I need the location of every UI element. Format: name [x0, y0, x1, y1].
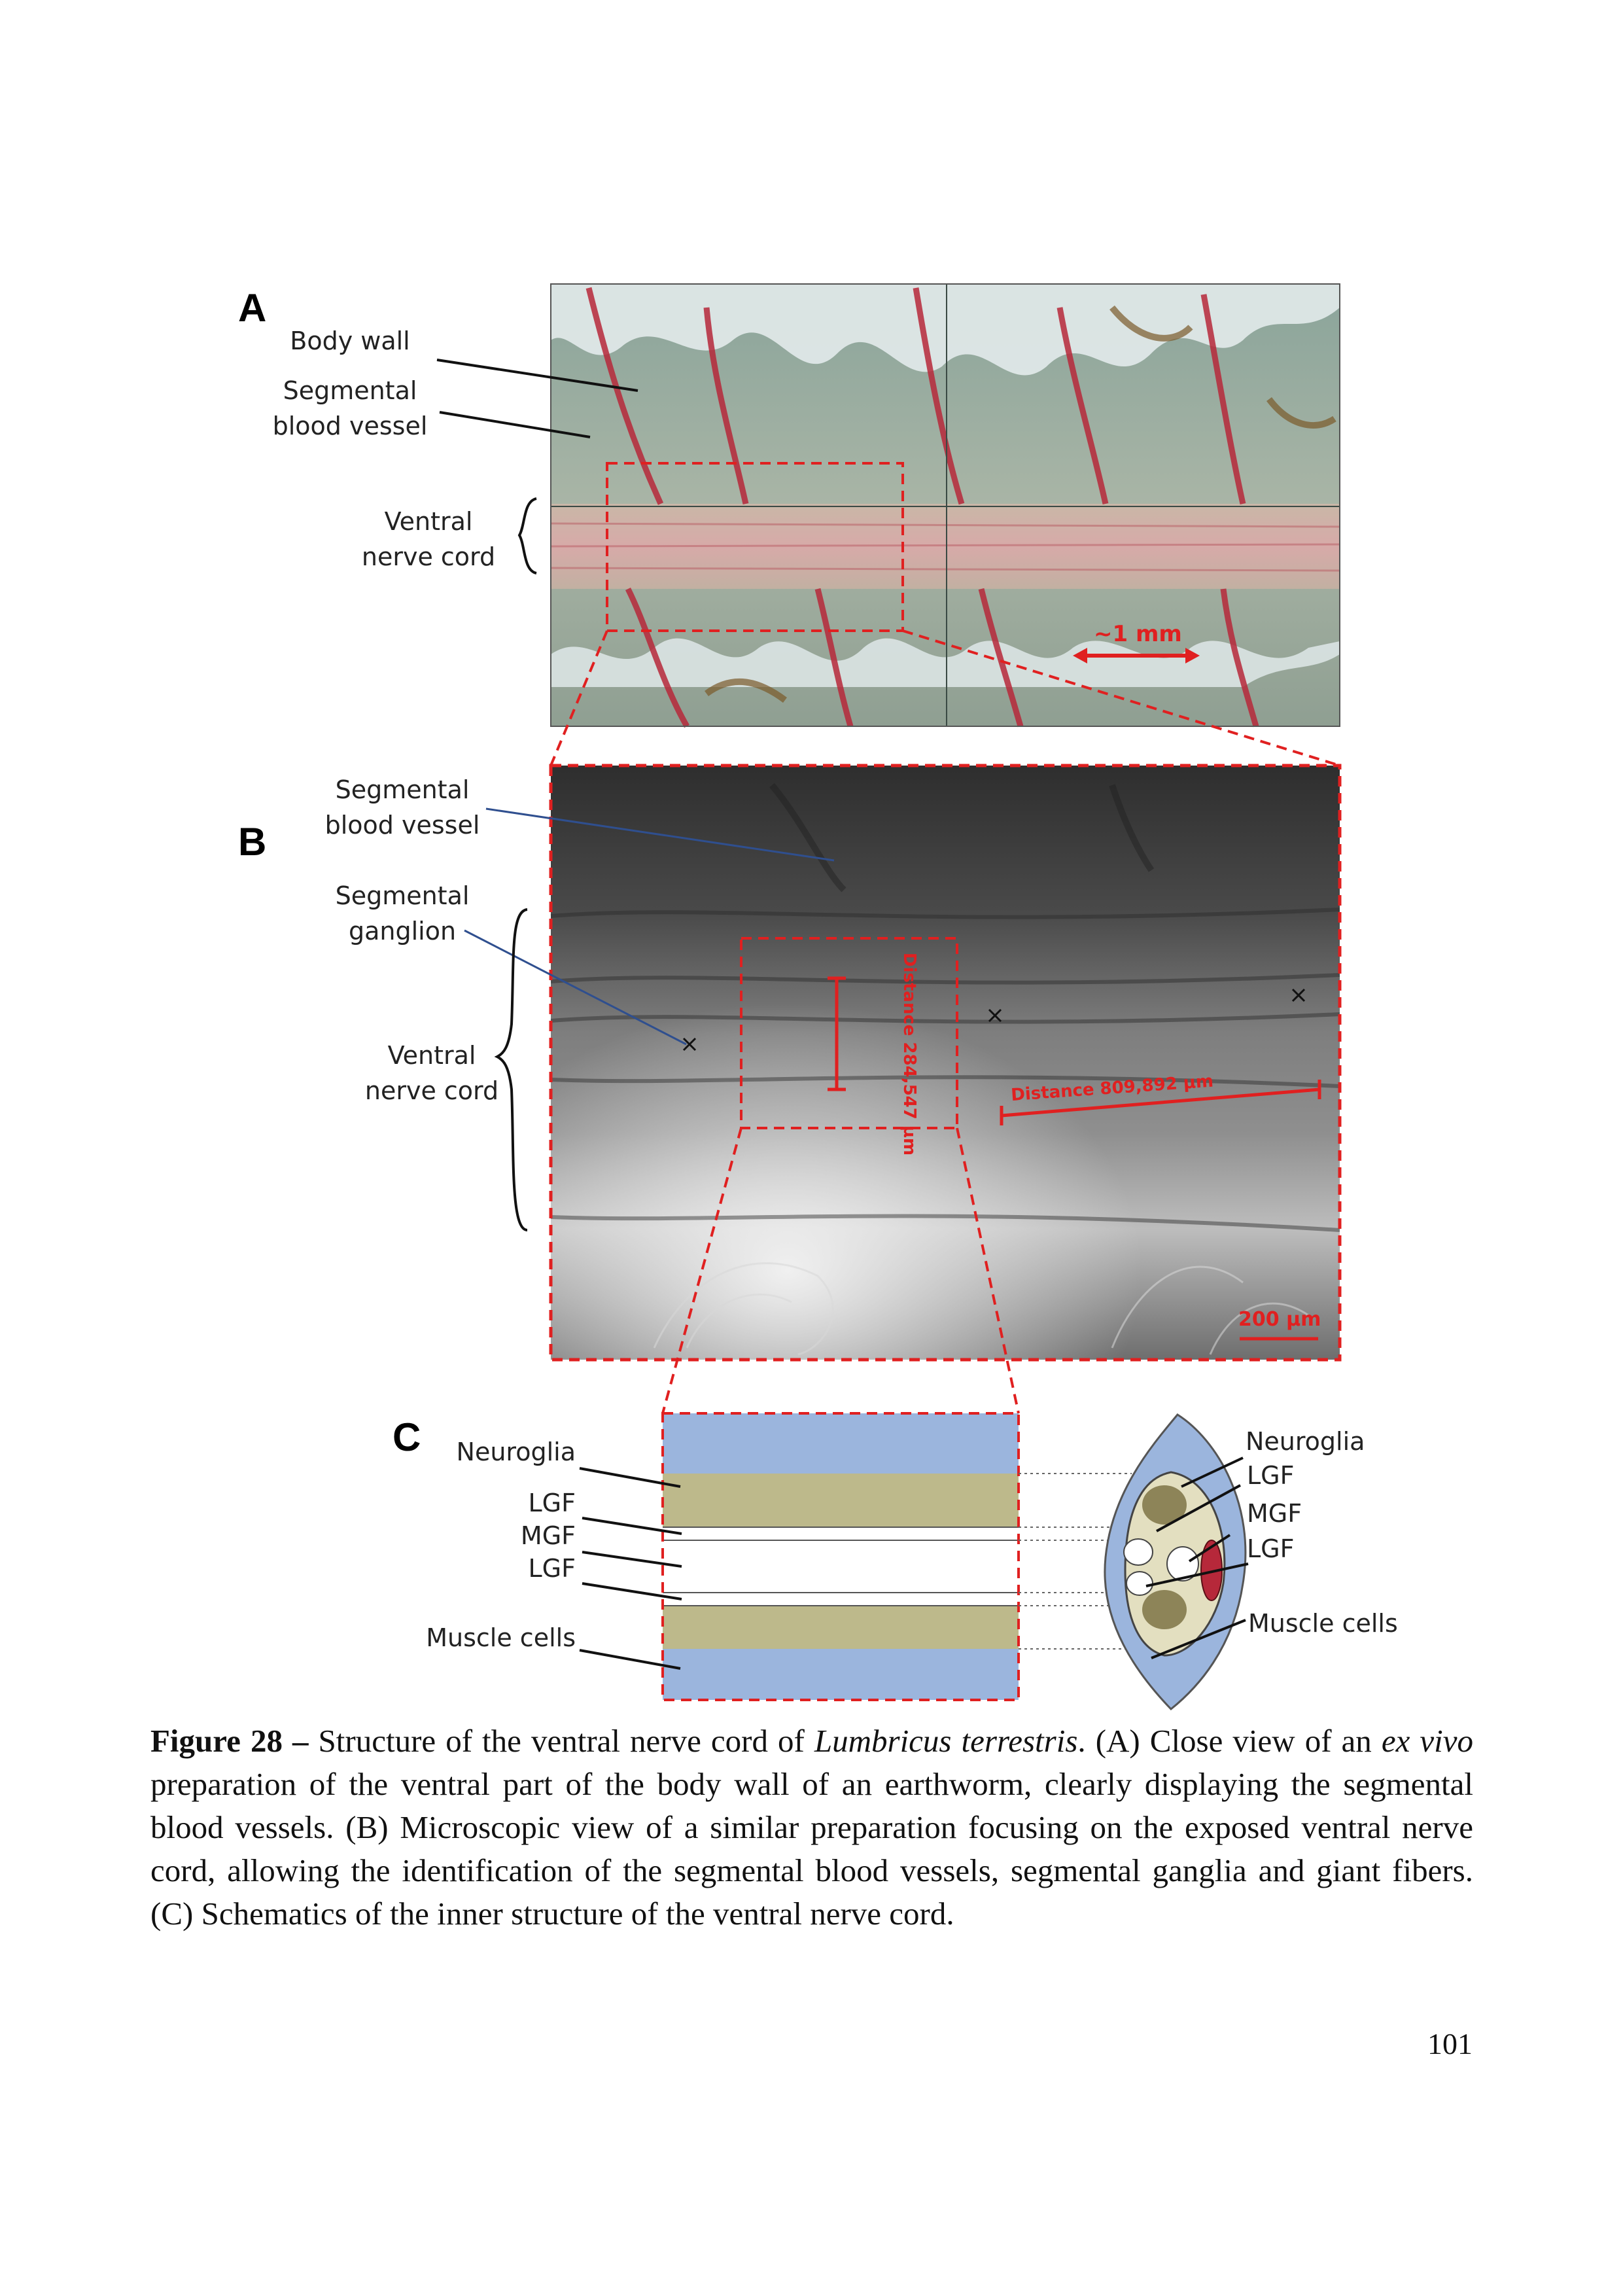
zoom-connector-a-b — [550, 629, 1340, 767]
panel-letter-b: B — [238, 820, 267, 864]
panel-c-longitudinal — [661, 1412, 1020, 1701]
label-distance-vertical: Distance 284,547 µm — [899, 952, 919, 1156]
label-seg-vessel-b-2: blood vessel — [324, 811, 480, 839]
figure-caption: Figure 28 – Structure of the ventral ner… — [150, 1720, 1473, 1935]
label-ganglion-1: Segmental — [335, 881, 470, 910]
figure-label: Figure 28 — [150, 1723, 283, 1759]
measure-vertical — [828, 976, 846, 1091]
vnc-brace-b — [494, 908, 528, 1231]
label-c-right-lgf-2: LGF — [1247, 1534, 1295, 1563]
panel-letter-c: C — [393, 1415, 421, 1459]
label-c-right-mgf: MGF — [1247, 1499, 1302, 1528]
panel-c-cross-section — [1104, 1413, 1247, 1711]
ganglion-markers — [682, 988, 1306, 1051]
caption-species: Lumbricus terrestris — [814, 1723, 1078, 1759]
panel-a-photo — [550, 283, 1340, 728]
label-scale-a: ~1 mm — [1094, 621, 1182, 647]
label-c-right-muscle: Muscle cells — [1248, 1609, 1398, 1638]
label-vnc-b-2: nerve cord — [364, 1076, 499, 1105]
label-c-left-muscle: Muscle cells — [426, 1623, 576, 1652]
zoom-connector-b-c — [661, 1127, 1020, 1414]
leader-lines-c — [579, 1457, 1249, 1670]
caption-text-2: . (A) Close view of an — [1077, 1723, 1382, 1759]
label-c-left-lgf-1: LGF — [528, 1489, 576, 1517]
caption-ex-vivo: ex vivo — [1381, 1723, 1474, 1759]
panel-letter-a: A — [238, 286, 267, 330]
label-c-right-neuroglia: Neuroglia — [1246, 1427, 1365, 1456]
label-scale-b: 200 µm — [1238, 1308, 1321, 1331]
label-seg-vessel-b-1: Segmental — [335, 775, 470, 804]
caption-dash: – — [282, 1723, 319, 1759]
label-seg-vessel-a-2: blood vessel — [272, 412, 428, 440]
leader-lines-a — [436, 359, 638, 574]
panel-a-scale-arrow — [1073, 648, 1200, 663]
label-vnc-a-2: nerve cord — [361, 542, 496, 571]
label-ganglion-2: ganglion — [348, 917, 457, 945]
label-vnc-b-1: Ventral — [387, 1041, 476, 1070]
caption-text-1: Structure of the ventral nerve cord of — [318, 1723, 814, 1759]
label-c-left-lgf-2: LGF — [528, 1554, 576, 1583]
page-number: 101 — [1427, 2027, 1473, 2060]
leader-lines-b — [464, 807, 835, 1046]
caption-text-3: preparation of the ventral part of the b… — [150, 1766, 1473, 1932]
label-c-left-neuroglia: Neuroglia — [456, 1438, 576, 1466]
label-seg-vessel-a-1: Segmental — [283, 376, 417, 405]
label-c-left-mgf: MGF — [520, 1521, 576, 1550]
label-c-right-lgf-1: LGF — [1247, 1461, 1295, 1490]
panel-c-guides — [1019, 1473, 1132, 1650]
label-vnc-a-1: Ventral — [384, 507, 473, 536]
panel-b-photo — [549, 764, 1342, 1362]
measure-horizontal — [1000, 1080, 1321, 1125]
label-body-wall: Body wall — [290, 327, 410, 355]
